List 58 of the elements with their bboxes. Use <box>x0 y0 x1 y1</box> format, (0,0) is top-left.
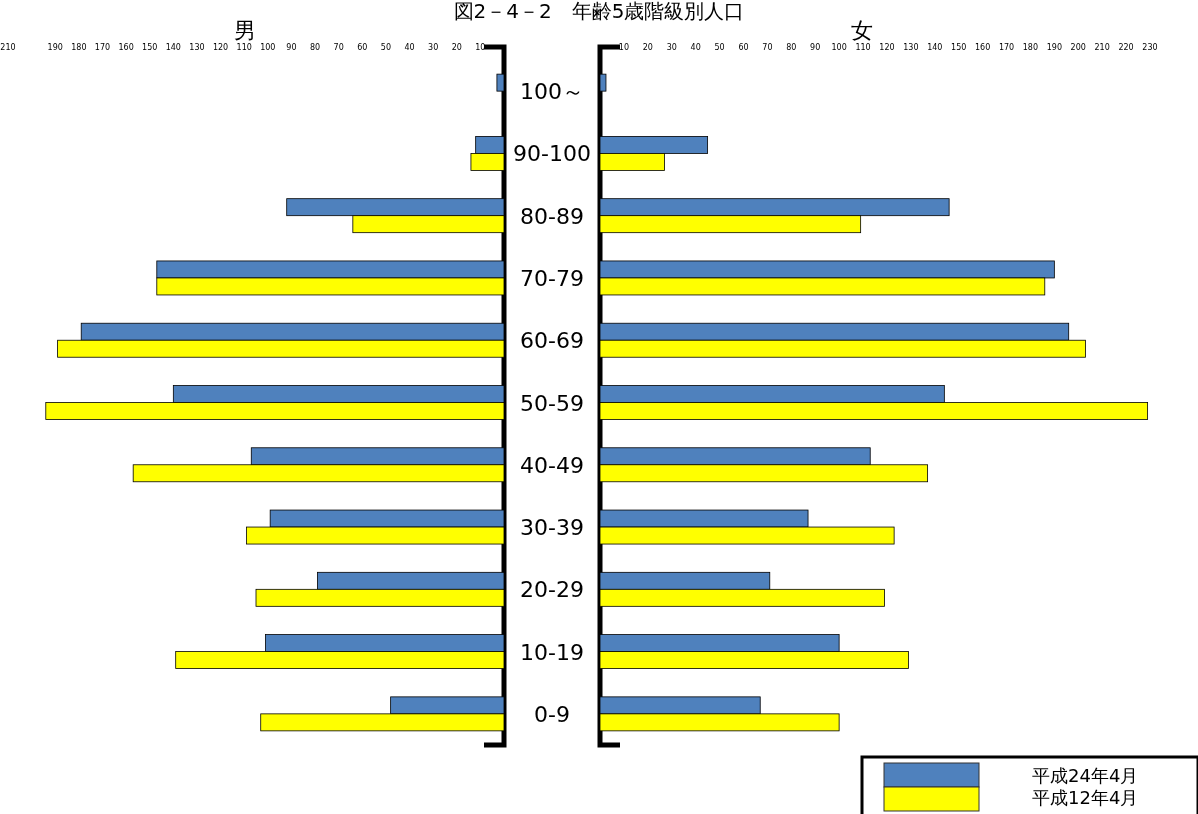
y-tick-label: 50-59 <box>520 390 584 416</box>
chart-subtitle: 男 <box>234 18 256 43</box>
y-tick-label: 60-69 <box>520 328 584 354</box>
y-tick-label: 70-79 <box>520 265 584 291</box>
y-tick-label: 100～ <box>520 79 584 105</box>
x-tick-label: 80 <box>786 43 797 52</box>
x-tick-label: 180 <box>71 43 87 52</box>
x-tick-label: 190 <box>47 43 63 52</box>
x-tick-label: 50 <box>380 43 391 52</box>
x-tick-label: 200 <box>1070 43 1086 52</box>
x-tick-label: 160 <box>118 43 134 52</box>
x-tick-label: 110 <box>236 43 252 52</box>
x-tick-label: 210 <box>1094 43 1110 52</box>
y-tick-label: 30-39 <box>520 515 584 541</box>
y-tick-label: 80-89 <box>520 203 584 229</box>
x-tick-label: 60 <box>357 43 368 52</box>
x-tick-label: 220 <box>1118 43 1134 52</box>
text: 図2－4－2 年齢5歳階級別人口 <box>453 0 745 23</box>
legend-item: 平成12年4月 <box>883 786 1139 812</box>
x-tick-label: 70 <box>762 43 773 52</box>
x-tick-label: 40 <box>404 43 415 52</box>
x-tick-label: 100 <box>831 43 847 52</box>
x-tick-label: 30 <box>428 43 439 52</box>
x-tick-label: 170 <box>998 43 1015 52</box>
y-tick-label: 40-49 <box>520 452 584 478</box>
x-tick-label: 50 <box>714 43 725 52</box>
y-tick-label: 10-19 <box>520 639 584 665</box>
x-tick-label: 90 <box>286 43 297 52</box>
x-tick-label: 150 <box>951 43 967 52</box>
x-tick-label: 130 <box>903 43 919 52</box>
x-tick-label: 230 <box>1142 43 1158 52</box>
x-tick-label: 100 <box>260 43 276 52</box>
x-tick-label: 130 <box>189 43 205 52</box>
x-tick-label: 110 <box>855 43 871 52</box>
x-tick-label: 210 <box>0 43 16 52</box>
x-tick-label: 170 <box>94 43 111 52</box>
x-tick-label: 140 <box>165 43 181 52</box>
chart-subtitle: 女 <box>851 18 873 43</box>
x-tick-label: 150 <box>142 43 158 52</box>
x-tick-label: 160 <box>974 43 991 52</box>
y-tick-label: 90-100 <box>513 141 591 167</box>
x-tick-label: 140 <box>927 43 943 52</box>
x-tick-label: 180 <box>1022 43 1039 52</box>
x-tick-label: 90 <box>810 43 821 52</box>
x-tick-label: 120 <box>212 43 229 52</box>
legend-item: 平成24年4月 <box>883 762 1139 788</box>
x-tick-label: 10 <box>618 43 630 52</box>
x-tick-label: 20 <box>642 43 653 52</box>
x-tick-label: 120 <box>879 43 895 52</box>
x-tick-label: 40 <box>690 43 701 52</box>
x-tick-label: 80 <box>309 43 321 52</box>
x-tick-label: 30 <box>666 43 677 52</box>
x-tick-label: 190 <box>1046 43 1062 52</box>
x-tick-label: 60 <box>738 43 749 52</box>
y-tick-label: 0-9 <box>534 701 570 727</box>
x-tick-label: 20 <box>451 43 462 52</box>
y-tick-label: 20-29 <box>520 577 584 603</box>
x-tick-label: 70 <box>333 43 344 52</box>
